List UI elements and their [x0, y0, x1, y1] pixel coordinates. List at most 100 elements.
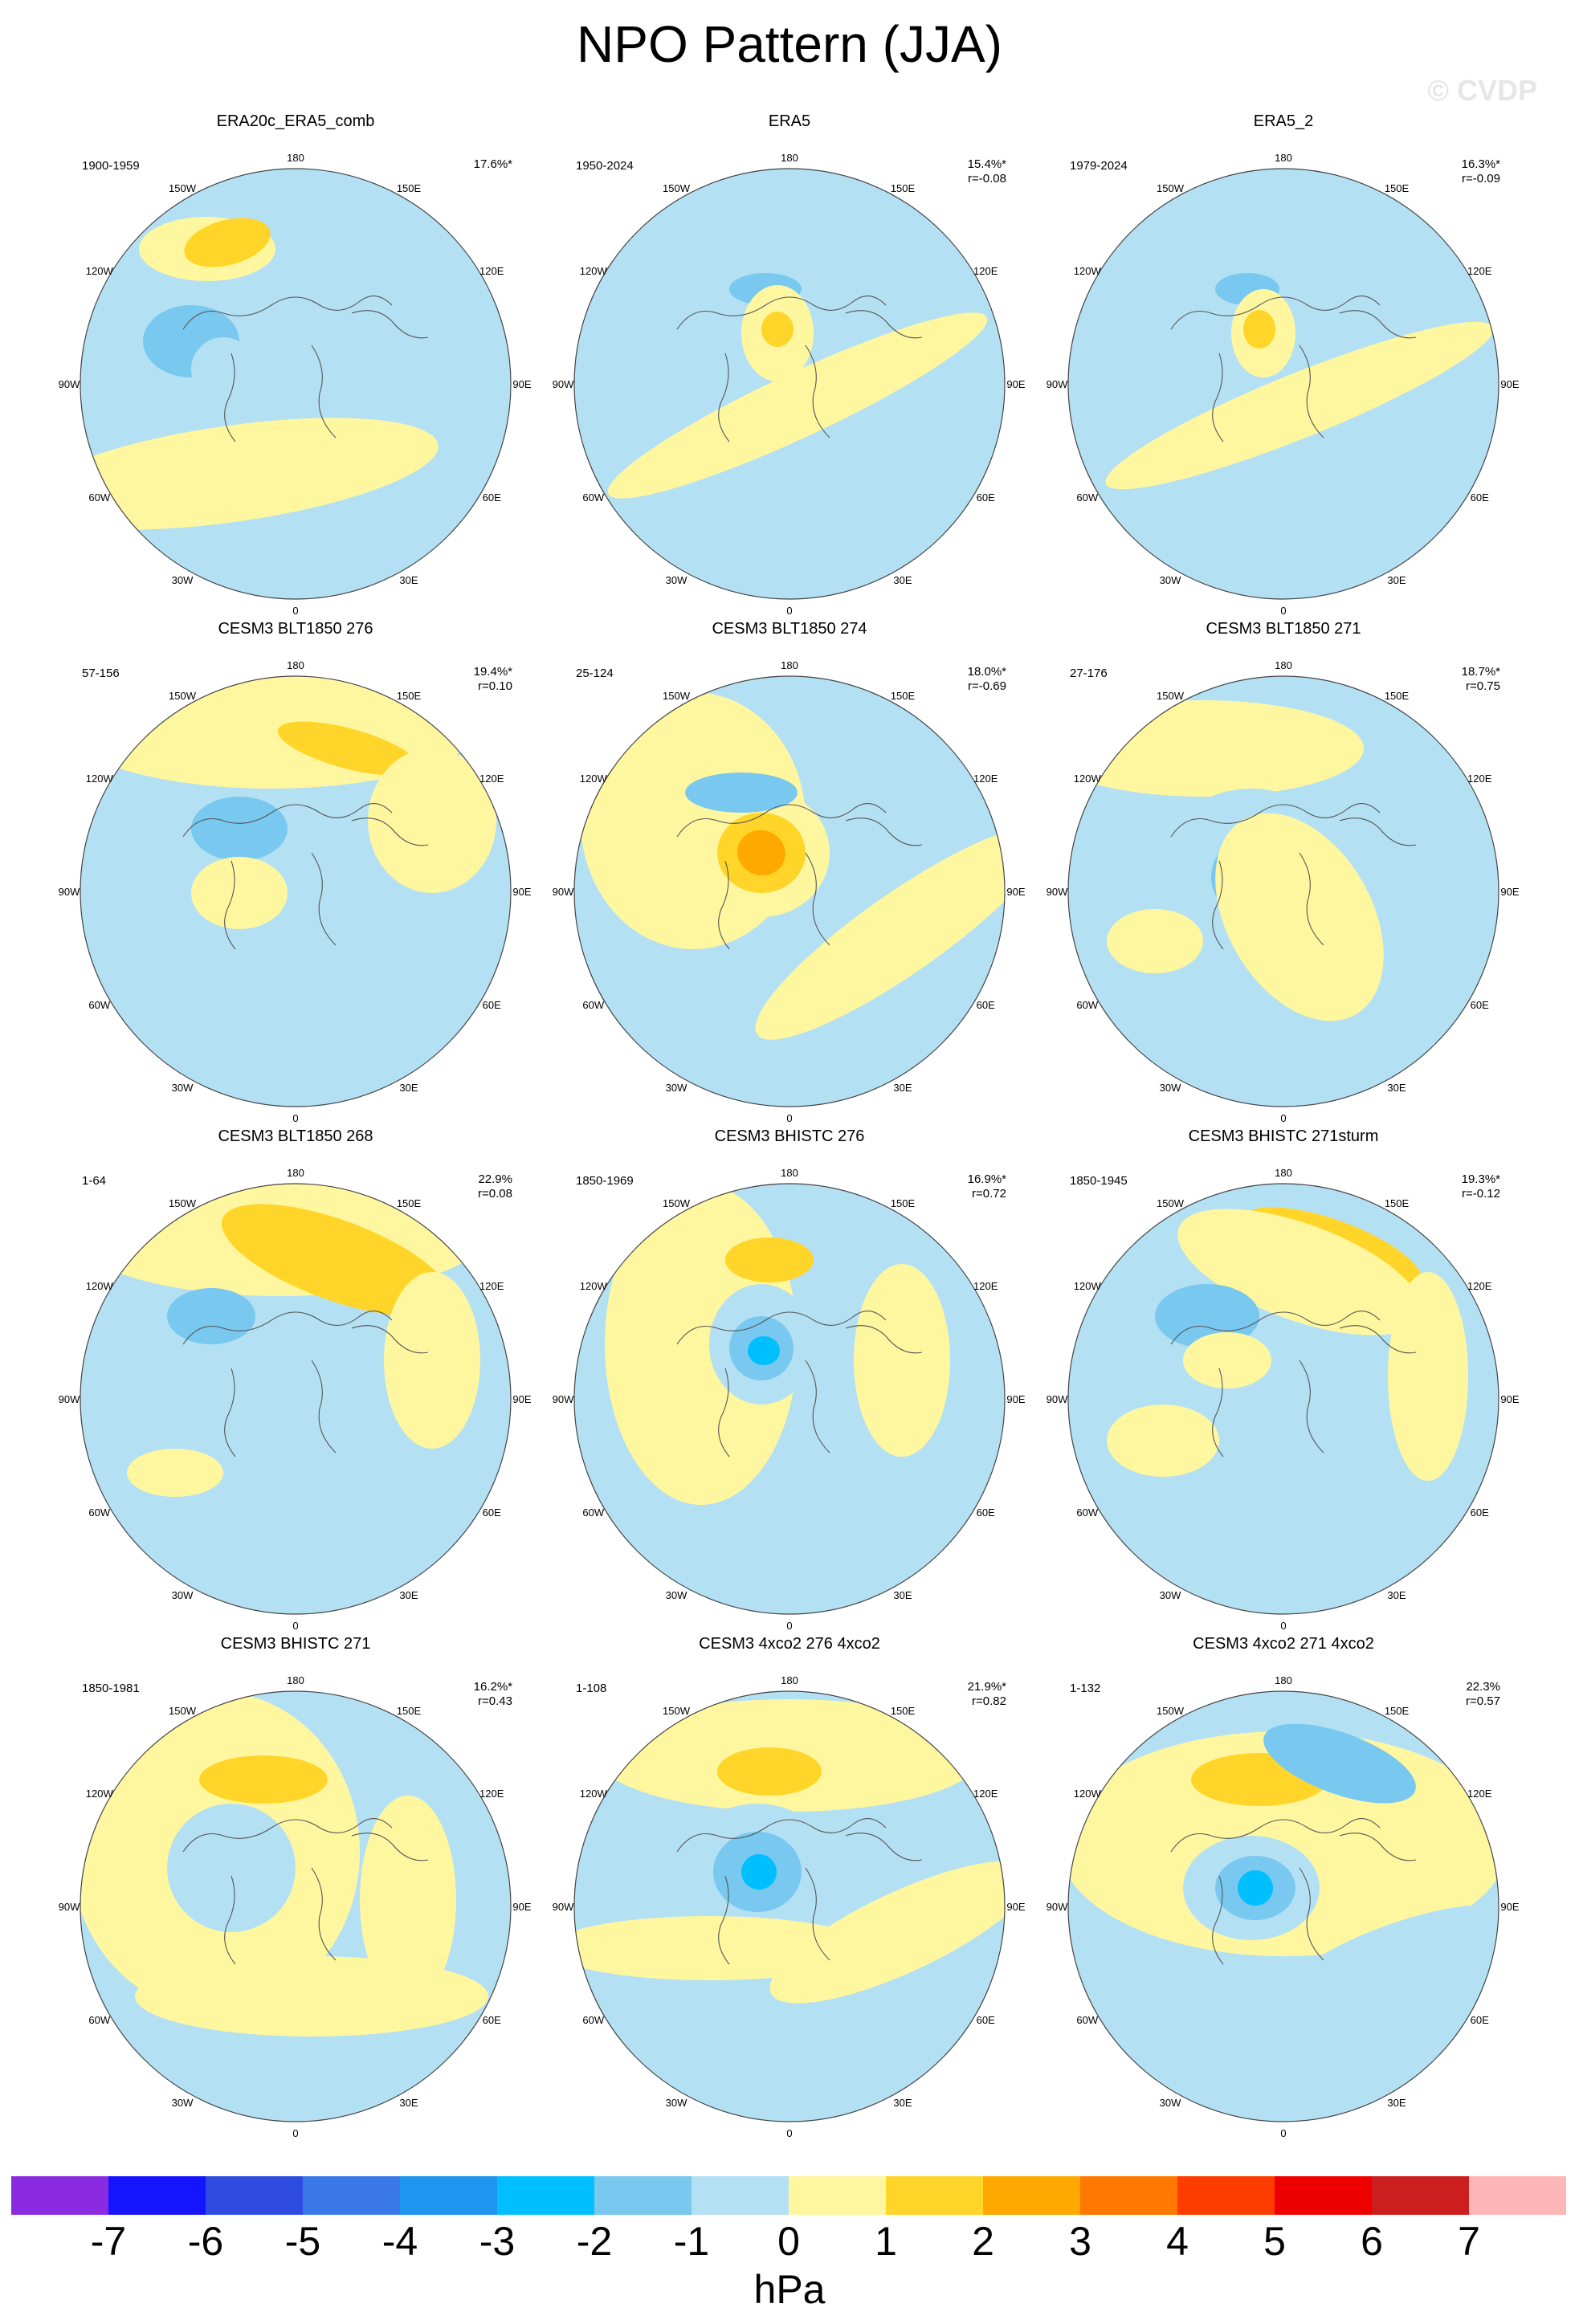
- map-panel: CESM3 BHISTC 276 1850-1969 16.9%* r=0.72 …: [541, 1127, 1038, 1633]
- longitude-label: 120W: [1074, 265, 1102, 277]
- longitude-label: 0: [1280, 1112, 1286, 1124]
- field-contour: [1183, 1332, 1271, 1388]
- longitude-label: 90W: [553, 886, 574, 898]
- panel-pct: 19.3%*: [1461, 1172, 1500, 1186]
- longitude-label: 90E: [1500, 886, 1519, 898]
- colorbar-tick-label: 4: [1166, 2219, 1189, 2264]
- panel-pct: 19.4%*: [473, 665, 512, 679]
- colorbar-swatch: [497, 2176, 594, 2215]
- panel-pct: 18.0%*: [967, 665, 1006, 679]
- panel-title: CESM3 BLT1850 271: [1206, 620, 1361, 638]
- longitude-label: 150W: [169, 182, 197, 194]
- field-contour: [167, 1288, 255, 1344]
- longitude-label: 90E: [1500, 1901, 1519, 1913]
- field-layer: [574, 1691, 1005, 2122]
- longitude-label: 90E: [512, 1901, 531, 1913]
- coastline: [676, 1818, 923, 1965]
- field-layer: [80, 1184, 511, 1614]
- longitude-label: 90E: [512, 378, 531, 390]
- longitude-label: 60E: [977, 1507, 995, 1519]
- longitude-label: 30E: [1387, 1082, 1406, 1094]
- field-contour: [741, 1854, 777, 1890]
- longitude-label: 90W: [553, 1393, 574, 1405]
- longitude-label: 60E: [1471, 491, 1489, 504]
- longitude-label: 30E: [1387, 574, 1406, 586]
- longitude-label: 150W: [169, 1705, 197, 1717]
- colorbar-tick-label: -4: [381, 2219, 418, 2264]
- field-contour: [1238, 1870, 1273, 1906]
- panel-pct: 18.7%*: [1461, 665, 1500, 679]
- longitude-label: 120E: [973, 1788, 998, 1800]
- longitude-label: 120E: [973, 265, 998, 277]
- longitude-label: 60E: [483, 1507, 501, 1519]
- polar-map: 180 150E 120E 90E 60E 30E 0 30W 60W 90W 120W 150W: [59, 659, 532, 1124]
- longitude-label: 120E: [1467, 265, 1492, 277]
- map-frame: [80, 1690, 512, 2122]
- panel-stats: 15.4%* r=-0.08: [968, 157, 1006, 186]
- longitude-label: 30E: [893, 1589, 912, 1601]
- longitude-label: 60W: [88, 999, 110, 1011]
- coastline: [676, 803, 923, 950]
- colorbar-swatch: [108, 2176, 206, 2215]
- panel-r: r=0.57: [1466, 1694, 1500, 1708]
- panel-stats: 16.2%* r=0.43: [474, 1680, 512, 1709]
- colorbar-swatch: [1275, 2176, 1372, 2215]
- longitude-label: 120W: [1074, 1788, 1102, 1800]
- panel-stats: 21.9%* r=0.82: [968, 1680, 1006, 1709]
- panel-title: CESM3 BLT1850 276: [218, 620, 373, 638]
- polar-map: 180 150E 120E 90E 60E 30E 0 30W 60W 90W 120W 150W: [1047, 1167, 1520, 1632]
- panel-pct: 17.6%*: [473, 157, 512, 171]
- map-frame: [1067, 168, 1499, 600]
- field-contour: [360, 1796, 456, 2004]
- field-contour: [222, 1204, 450, 1316]
- colorbar-swatch: [206, 2176, 303, 2215]
- panel-r: r=-0.69: [968, 679, 1006, 693]
- colorbar-tick-label: -6: [187, 2219, 224, 2264]
- longitude-label: 150E: [1385, 1705, 1410, 1717]
- panel-stats: 22.3% r=0.57: [1466, 1680, 1500, 1709]
- field-contour: [854, 1264, 950, 1457]
- longitude-label: 90E: [1500, 378, 1519, 390]
- field-layer: [80, 169, 511, 599]
- colorbar-tick-label: -7: [90, 2219, 127, 2264]
- polar-map: 180 150E 120E 90E 60E 30E 0 30W 60W 90W 120W 150W: [1047, 1674, 1520, 2139]
- field-layer: [1068, 1691, 1499, 2122]
- longitude-label: 30W: [666, 574, 687, 586]
- longitude-label: 120W: [580, 1280, 608, 1292]
- longitude-label: 120E: [479, 773, 504, 785]
- field-layer: [574, 169, 1005, 599]
- field-contour: [574, 1916, 870, 1980]
- map-panel: CESM3 BLT1850 271 27-176 18.7%* r=0.75 18…: [1034, 620, 1532, 1126]
- map-frame: [1067, 1690, 1499, 2122]
- longitude-label: 180: [287, 152, 304, 164]
- longitude-label: 150E: [1385, 690, 1410, 702]
- longitude-label: 150W: [1157, 1705, 1185, 1717]
- field-contour: [607, 312, 988, 499]
- field-contour: [191, 797, 288, 861]
- coastline: [182, 1818, 429, 1965]
- longitude-label: 150E: [397, 1705, 422, 1717]
- field-contour: [288, 241, 384, 353]
- colorbar-swatch: [789, 2176, 886, 2215]
- longitude-label: 90E: [512, 886, 531, 898]
- longitude-label: 90W: [59, 1901, 80, 1913]
- longitude-label: 120W: [580, 265, 608, 277]
- field-contour: [761, 312, 794, 347]
- map-panel: CESM3 BHISTC 271sturm 1850-1945 19.3%* r=…: [1034, 1127, 1532, 1633]
- polar-map: 180 150E 120E 90E 60E 30E 0 30W 60W 90W 120W 150W: [553, 152, 1026, 617]
- polar-map: 180 150E 120E 90E 60E 30E 0 30W 60W 90W 120W 150W: [553, 659, 1026, 1124]
- longitude-label: 120W: [1074, 1280, 1102, 1292]
- panel-stats: 19.4%* r=0.10: [474, 665, 512, 694]
- longitude-label: 60W: [582, 1507, 604, 1519]
- watermark: © CVDP: [1427, 74, 1537, 107]
- map-frame: [1067, 675, 1499, 1107]
- colorbar: [11, 2176, 1566, 2215]
- panel-years: 1-132: [1070, 1682, 1101, 1695]
- map-frame: [573, 675, 1006, 1107]
- longitude-label: 120E: [479, 265, 504, 277]
- map-frame: [573, 1690, 1006, 2122]
- longitude-label: 90E: [1006, 886, 1025, 898]
- longitude-label: 120E: [1467, 1788, 1492, 1800]
- longitude-label: 30W: [1160, 1589, 1181, 1601]
- longitude-label: 150W: [169, 1197, 197, 1209]
